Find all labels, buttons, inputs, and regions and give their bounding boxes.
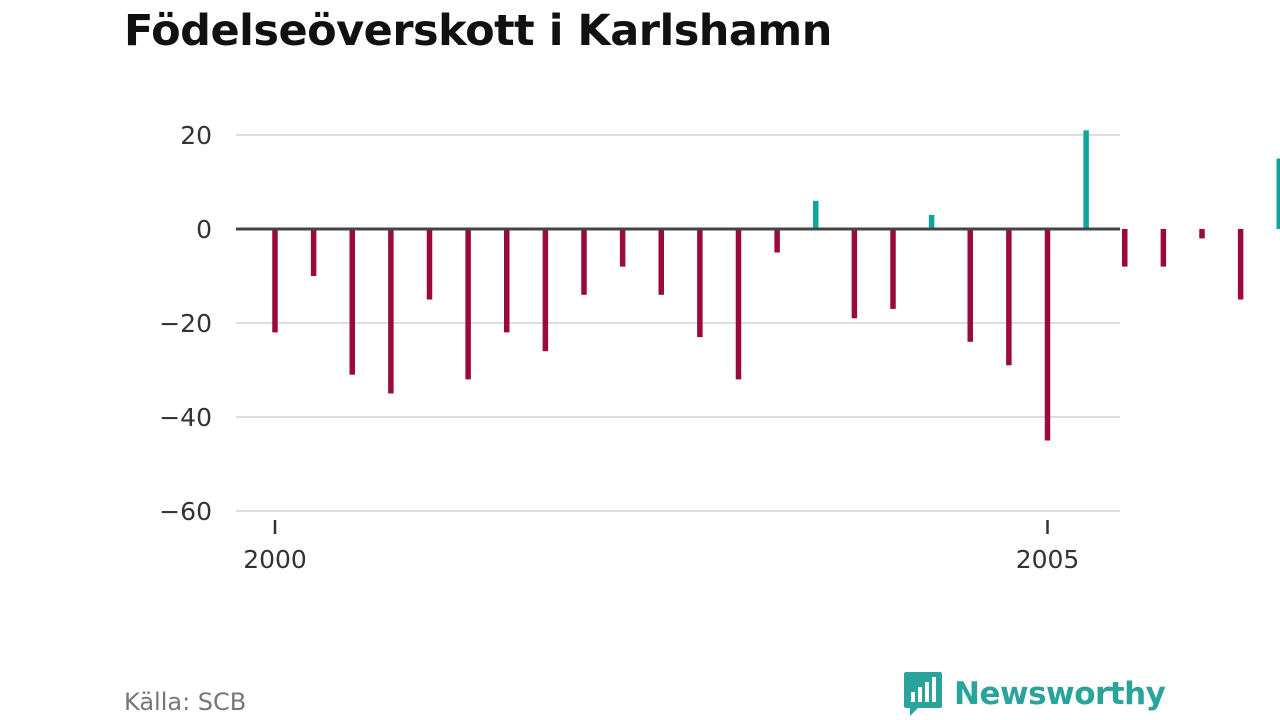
y-tick-label: −40 [159, 403, 212, 432]
bar [504, 229, 510, 333]
x-tick-label: 2000 [243, 545, 307, 574]
bar [1160, 229, 1167, 267]
bar [928, 214, 935, 229]
bar [465, 229, 471, 380]
bar [619, 229, 626, 267]
bars [272, 130, 1280, 441]
y-tick-label: −60 [159, 497, 212, 526]
bar [349, 229, 355, 375]
bar [890, 229, 896, 309]
bar [1122, 229, 1128, 267]
bar [658, 229, 664, 295]
bar [735, 229, 742, 380]
bar [542, 229, 549, 352]
y-axis-tick-labels: 20 0 −20 −40 −60 [159, 121, 212, 526]
brand-name: Newsworthy [954, 676, 1166, 712]
newsworthy-logo: Newsworthy [902, 670, 1166, 718]
bar [967, 229, 973, 342]
bar [1044, 229, 1051, 441]
x-axis: 200020052010201520202025 [243, 520, 1080, 574]
chart-title: Födelseöverskott i Karlshamn [124, 6, 832, 56]
bar [1083, 130, 1089, 229]
bar-chart: 200−20−40−60 200020052010201520202025 [159, 121, 1280, 574]
gridlines [236, 134, 1120, 512]
y-tick-label: −20 [159, 309, 212, 338]
source-note: Källa: SCB [124, 688, 247, 716]
x-tick-label: 2005 [1016, 545, 1080, 574]
bar [272, 229, 278, 333]
bar [1237, 229, 1244, 300]
bar [774, 229, 780, 253]
bar [697, 229, 703, 338]
bar [1006, 229, 1012, 366]
bar [310, 229, 317, 276]
bar [581, 229, 587, 295]
bar [851, 229, 858, 319]
bar [813, 200, 819, 229]
bar [1199, 229, 1205, 239]
bar [426, 229, 433, 300]
bar [388, 229, 394, 394]
newsworthy-logo-icon [904, 672, 942, 716]
y-tick-label: 0 [196, 215, 212, 244]
y-tick-label: 20 [180, 121, 212, 150]
bar [1276, 158, 1280, 229]
